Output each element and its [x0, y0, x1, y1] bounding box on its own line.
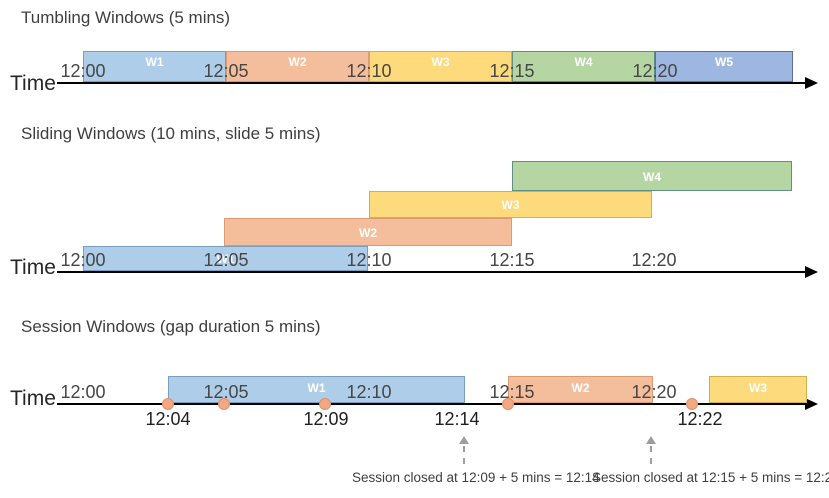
- session-window-w2: W2: [508, 376, 653, 403]
- sliding-tick: 12:05: [203, 250, 249, 270]
- session-tick: 12:10: [346, 382, 392, 402]
- window-label: W2: [571, 381, 590, 395]
- tumbling-window-w1: W1: [83, 51, 226, 82]
- sliding-axis-line: [57, 271, 807, 273]
- event-dot: [319, 398, 331, 410]
- session-axis-line: [57, 403, 807, 405]
- tumbling-window-w4: W4: [512, 51, 655, 82]
- sliding-time-label: Time: [10, 256, 56, 279]
- window-label: W1: [307, 381, 326, 395]
- event-time-label: 12:22: [677, 409, 723, 429]
- tumbling-window-w2: W2: [226, 51, 369, 82]
- window-label: W1: [145, 55, 164, 69]
- tumbling-window-w3: W3: [369, 51, 512, 82]
- sliding-window-w3: W3: [369, 191, 652, 218]
- session-tick: 12:20: [631, 382, 677, 402]
- session-close-arrow: [463, 446, 465, 464]
- session-time-label: Time: [10, 387, 56, 410]
- event-dot: [686, 398, 698, 410]
- tumbling-tick: 12:15: [489, 61, 535, 81]
- tumbling-tick: 12:00: [60, 61, 106, 81]
- session-tick: 12:00: [60, 382, 106, 402]
- window-label: W3: [749, 381, 767, 395]
- session-close-arrow: [650, 446, 652, 464]
- tumbling-tick: 12:05: [203, 61, 249, 81]
- session-window-w3: W3: [709, 376, 807, 403]
- sliding-tick: 12:15: [489, 250, 535, 270]
- event-dot: [502, 398, 514, 410]
- sliding-tick: 12:10: [346, 250, 392, 270]
- window-label: W4: [574, 55, 593, 69]
- session-axis-arrowhead: [805, 398, 818, 410]
- window-label: W5: [715, 55, 733, 69]
- window-label: W3: [501, 198, 520, 212]
- session-close-annotation: Session closed at 12:15 + 5 mins = 12:20: [592, 470, 829, 485]
- event-time-label: 12:09: [303, 409, 349, 429]
- sliding-title: Sliding Windows (10 mins, slide 5 mins): [21, 124, 321, 143]
- session-close-arrowhead: [646, 436, 656, 444]
- tumbling-title: Tumbling Windows (5 mins): [21, 8, 231, 27]
- tumbling-tick: 12:10: [346, 61, 392, 81]
- event-dot: [162, 398, 174, 410]
- tumbling-axis-line: [57, 82, 807, 84]
- sliding-axis-arrowhead: [805, 266, 818, 278]
- event-time-label: 12:14: [434, 409, 480, 429]
- tumbling-time-label: Time: [10, 72, 56, 95]
- session-title: Session Windows (gap duration 5 mins): [21, 317, 321, 336]
- sliding-tick: 12:20: [631, 250, 677, 270]
- window-label: W3: [431, 55, 450, 69]
- sliding-window-w4: W4: [512, 161, 792, 191]
- session-close-annotation: Session closed at 12:09 + 5 mins = 12:14: [352, 470, 600, 485]
- session-tick: 12:05: [203, 382, 249, 402]
- sliding-tick: 12:00: [60, 250, 106, 270]
- window-label: W1: [216, 252, 235, 266]
- tumbling-tick: 12:20: [632, 61, 678, 81]
- window-label: W2: [288, 55, 307, 69]
- tumbling-window-w5: W5: [655, 51, 793, 82]
- event-dot: [218, 398, 230, 410]
- tumbling-axis-arrowhead: [805, 77, 818, 89]
- session-window-w1: W1: [168, 376, 465, 403]
- sliding-window-w2: W2: [224, 218, 512, 246]
- window-label: W4: [643, 170, 661, 184]
- window-label: W2: [359, 226, 377, 240]
- session-close-arrowhead: [459, 436, 469, 444]
- sliding-window-w1: W1: [83, 246, 368, 271]
- event-time-label: 12:04: [145, 409, 191, 429]
- session-tick: 12:15: [489, 382, 535, 402]
